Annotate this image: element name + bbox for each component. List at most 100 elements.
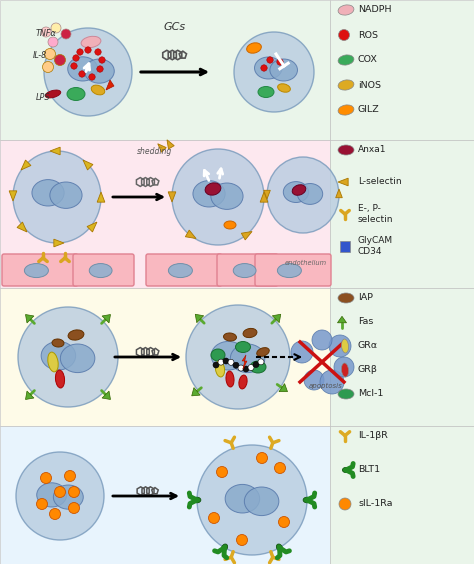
Polygon shape bbox=[273, 314, 281, 323]
Text: ROS: ROS bbox=[358, 30, 378, 39]
FancyBboxPatch shape bbox=[0, 426, 330, 564]
Ellipse shape bbox=[283, 182, 309, 202]
Text: E-, P-
selectin: E-, P- selectin bbox=[358, 204, 393, 224]
Text: apoptosis: apoptosis bbox=[309, 383, 343, 389]
Ellipse shape bbox=[186, 305, 290, 409]
Circle shape bbox=[223, 358, 229, 364]
Polygon shape bbox=[26, 391, 34, 399]
Circle shape bbox=[51, 23, 61, 33]
Polygon shape bbox=[9, 191, 17, 201]
Circle shape bbox=[49, 509, 61, 519]
Ellipse shape bbox=[45, 90, 61, 98]
Circle shape bbox=[253, 362, 259, 368]
Circle shape bbox=[237, 535, 247, 545]
Circle shape bbox=[55, 55, 65, 65]
FancyBboxPatch shape bbox=[255, 254, 331, 286]
Circle shape bbox=[45, 49, 55, 59]
Ellipse shape bbox=[245, 487, 279, 515]
Ellipse shape bbox=[250, 361, 266, 373]
Circle shape bbox=[238, 365, 244, 371]
Polygon shape bbox=[167, 140, 174, 149]
Ellipse shape bbox=[341, 339, 348, 353]
Circle shape bbox=[243, 366, 249, 372]
Ellipse shape bbox=[48, 352, 58, 372]
Ellipse shape bbox=[211, 341, 246, 370]
Text: GlyCAM
CD34: GlyCAM CD34 bbox=[358, 236, 393, 255]
Polygon shape bbox=[337, 316, 346, 323]
Circle shape bbox=[43, 61, 54, 73]
Polygon shape bbox=[97, 192, 105, 202]
Ellipse shape bbox=[84, 59, 114, 83]
Polygon shape bbox=[102, 391, 110, 399]
Ellipse shape bbox=[168, 263, 192, 277]
Text: GRα: GRα bbox=[358, 341, 378, 350]
FancyBboxPatch shape bbox=[73, 254, 134, 286]
Ellipse shape bbox=[50, 182, 82, 209]
Circle shape bbox=[277, 59, 283, 65]
Ellipse shape bbox=[342, 468, 349, 473]
Ellipse shape bbox=[277, 263, 301, 277]
Polygon shape bbox=[185, 230, 196, 239]
Ellipse shape bbox=[258, 86, 274, 98]
Text: GILZ: GILZ bbox=[358, 105, 380, 114]
Circle shape bbox=[213, 362, 219, 368]
Polygon shape bbox=[241, 231, 252, 240]
Circle shape bbox=[36, 499, 47, 509]
Polygon shape bbox=[17, 222, 27, 232]
Circle shape bbox=[228, 359, 234, 365]
Text: TNFα: TNFα bbox=[36, 29, 57, 38]
Ellipse shape bbox=[68, 330, 84, 340]
Polygon shape bbox=[195, 314, 204, 323]
Circle shape bbox=[61, 29, 71, 39]
Circle shape bbox=[209, 513, 219, 523]
Ellipse shape bbox=[338, 55, 354, 65]
Text: iNOS: iNOS bbox=[358, 81, 381, 90]
Circle shape bbox=[218, 359, 224, 365]
Ellipse shape bbox=[338, 80, 354, 90]
Polygon shape bbox=[279, 384, 288, 391]
Circle shape bbox=[40, 473, 52, 483]
Ellipse shape bbox=[230, 344, 265, 373]
Polygon shape bbox=[87, 222, 97, 232]
Ellipse shape bbox=[193, 180, 225, 207]
Ellipse shape bbox=[267, 157, 339, 233]
Ellipse shape bbox=[225, 484, 260, 513]
Text: IAP: IAP bbox=[358, 293, 373, 302]
Ellipse shape bbox=[52, 339, 64, 347]
Ellipse shape bbox=[276, 544, 283, 551]
Text: IL-1βR: IL-1βR bbox=[358, 431, 388, 440]
Polygon shape bbox=[106, 80, 114, 90]
Circle shape bbox=[64, 470, 75, 482]
Circle shape bbox=[248, 364, 254, 371]
Circle shape bbox=[338, 29, 349, 41]
Ellipse shape bbox=[243, 328, 257, 338]
Ellipse shape bbox=[55, 370, 64, 388]
Circle shape bbox=[256, 452, 267, 464]
Polygon shape bbox=[242, 355, 247, 369]
FancyBboxPatch shape bbox=[330, 288, 474, 426]
Text: BLT1: BLT1 bbox=[358, 465, 380, 474]
FancyBboxPatch shape bbox=[330, 140, 474, 288]
Polygon shape bbox=[191, 387, 200, 396]
Text: IL-8: IL-8 bbox=[33, 51, 47, 60]
Circle shape bbox=[77, 49, 83, 55]
Ellipse shape bbox=[89, 263, 112, 277]
Polygon shape bbox=[50, 147, 60, 155]
Circle shape bbox=[41, 27, 51, 37]
Text: LPS: LPS bbox=[36, 93, 51, 102]
Circle shape bbox=[267, 57, 273, 63]
Text: COX: COX bbox=[358, 55, 378, 64]
Ellipse shape bbox=[292, 185, 306, 195]
Ellipse shape bbox=[338, 5, 354, 15]
Polygon shape bbox=[336, 189, 342, 198]
Polygon shape bbox=[83, 160, 93, 170]
Text: Mcl-1: Mcl-1 bbox=[358, 390, 383, 399]
FancyBboxPatch shape bbox=[0, 0, 330, 140]
Circle shape bbox=[95, 49, 101, 55]
Ellipse shape bbox=[246, 43, 261, 53]
Ellipse shape bbox=[60, 344, 95, 373]
Text: NADPH: NADPH bbox=[358, 6, 392, 15]
Polygon shape bbox=[54, 239, 64, 247]
Ellipse shape bbox=[234, 32, 314, 112]
Ellipse shape bbox=[270, 59, 298, 81]
